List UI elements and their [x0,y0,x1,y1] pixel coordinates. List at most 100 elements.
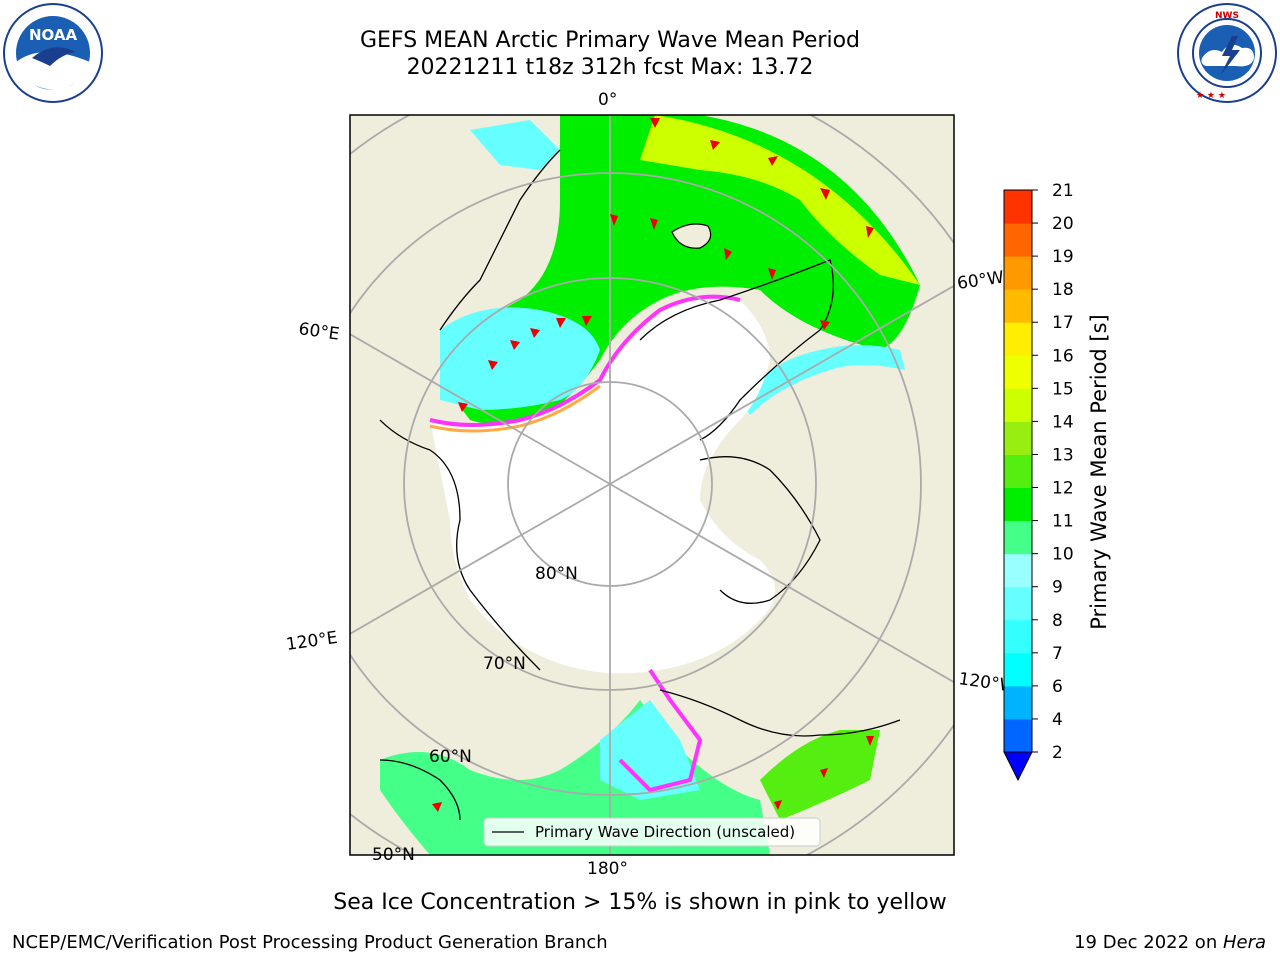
wave-arrow [458,402,468,412]
label-lat-80: 80°N [535,564,578,584]
map-frame [349,114,955,856]
colorbar-tick-label: 7 [1052,644,1063,664]
sea-ice [430,296,775,674]
colorbar-tick-label: 10 [1052,545,1074,565]
map-subtitle-forecast: 20221211 t18z 312h fcst Max: 13.72 [406,55,814,80]
noaa-logo: NOAA [2,2,104,104]
coastline-kamchatka [379,759,461,821]
wave-field-yellow-green [640,115,920,285]
wave-arrow [650,218,658,230]
colorbar-tick-label: 12 [1052,479,1074,499]
svg-text:NOAA: NOAA [29,26,78,44]
colorbar-segment [1004,652,1032,687]
colorbar-segment [1004,421,1032,455]
map-area: Primary Wave Direction (unscaled) [350,115,954,855]
colorbar-segment [1004,190,1032,224]
meridian-60w [609,284,954,485]
colorbar-segment [1004,223,1032,257]
wave-arrow [768,156,778,166]
wave-field-bering [380,700,770,855]
footer-date-text: 19 Dec 2022 on [1074,932,1223,953]
wave-arrow [510,340,520,350]
wave-arrow [724,248,732,260]
footer-machine: Hera [1222,932,1266,953]
colorbar-tick-label: 18 [1052,280,1074,300]
svg-text:★ ★ ★: ★ ★ ★ [1196,91,1226,101]
meridians [350,115,954,855]
colorbar-tick-label: 20 [1052,214,1074,234]
wave-field-baffin-cyan [740,345,905,415]
colorbar-segment [1004,718,1032,753]
colorbar-tick-label: 15 [1052,379,1074,399]
label-lon-60w: 60°W [956,268,1005,294]
colorbar-segment [1004,322,1032,356]
map-legend: Primary Wave Direction (unscaled) [483,817,821,847]
wave-arrow [820,768,828,778]
wave-field-whitesea-cyan [470,120,560,170]
colorbar-segment [1004,685,1032,720]
wave-field-gulf-alaska [760,730,880,820]
coastline-alaska [659,689,901,737]
wave-arrow [556,318,566,328]
colorbar-segment [1004,619,1032,654]
wave-arrow [866,736,874,746]
wave-arrow [774,800,782,810]
ice-edge-bering [618,668,703,793]
colorbar-segment [1004,355,1032,389]
map-title: GEFS MEAN Arctic Primary Wave Mean Perio… [359,28,860,53]
legend-label: Primary Wave Direction (unscaled) [535,823,795,841]
label-lon-0: 0° [598,90,617,110]
wave-arrow [866,226,874,238]
ice-edge-orange [429,384,601,433]
colorbar-segment [1004,454,1032,489]
colorbar-extend-triangle [1003,751,1033,782]
label-lat-50: 50°N [372,845,415,865]
colorbar-label: Primary Wave Mean Period [s] [1087,314,1111,630]
coastline-canadian-archipelago [699,456,821,604]
colorbar-tick-label: 17 [1052,313,1074,333]
colorbar-segment [1004,586,1032,621]
footer-branch: NCEP/EMC/Verification Post Processing Pr… [12,932,608,953]
colorbar-tick-label: 2 [1052,743,1063,763]
label-lat-70: 70°N [483,654,526,674]
colorbar-tick-label: 8 [1052,611,1063,631]
wave-arrow [768,268,776,280]
wave-arrow [610,214,618,226]
wave-arrow [650,118,660,128]
colorbar-segment [1004,487,1032,522]
wave-arrow [820,320,830,330]
footer-date: 19 Dec 2022 on Hera [1074,932,1266,953]
sea-ice-note: Sea Ice Concentration > 15% is shown in … [333,890,947,915]
colorbar-tick-label: 19 [1052,247,1074,267]
nws-logo: NWS ★ ★ ★ [1176,2,1278,104]
wave-field-barents-cyan [440,307,600,410]
wave-arrow [488,360,498,370]
wave-direction-arrows [432,118,874,812]
colorbar-tick-label: 13 [1052,445,1074,465]
label-lon-60e: 60°E [297,319,340,344]
label-lat-60: 60°N [429,747,472,767]
colorbar-tick-label: 4 [1052,710,1063,730]
label-lon-180: 180° [587,859,628,879]
colorbar-tick-label: 16 [1052,346,1074,366]
colorbar-outline [1003,189,1033,753]
meridian-120w [609,483,954,684]
colorbar-segment [1004,553,1032,588]
wave-arrow [820,188,830,200]
coastline-iceland [671,223,712,249]
wave-arrow [582,316,592,326]
colorbar-segment [1004,289,1032,323]
wave-arrow [710,140,720,150]
legend-box [483,817,821,847]
coastline-scandinavia [439,149,561,331]
colorbar-tick-label: 11 [1052,512,1074,532]
ice-edge-pink [429,294,741,427]
colorbar-tick-label: 9 [1052,578,1063,598]
colorbar: 2 4 6 7 8 9 10 11 12 13 14 15 16 17 18 19 20 21 [1003,181,1074,782]
colorbar-tick-label: 21 [1052,181,1074,201]
coastline-siberia [379,419,541,671]
wave-arrow [432,802,442,812]
wave-arrow [530,328,540,338]
wave-field-bering-cyan [600,700,700,800]
